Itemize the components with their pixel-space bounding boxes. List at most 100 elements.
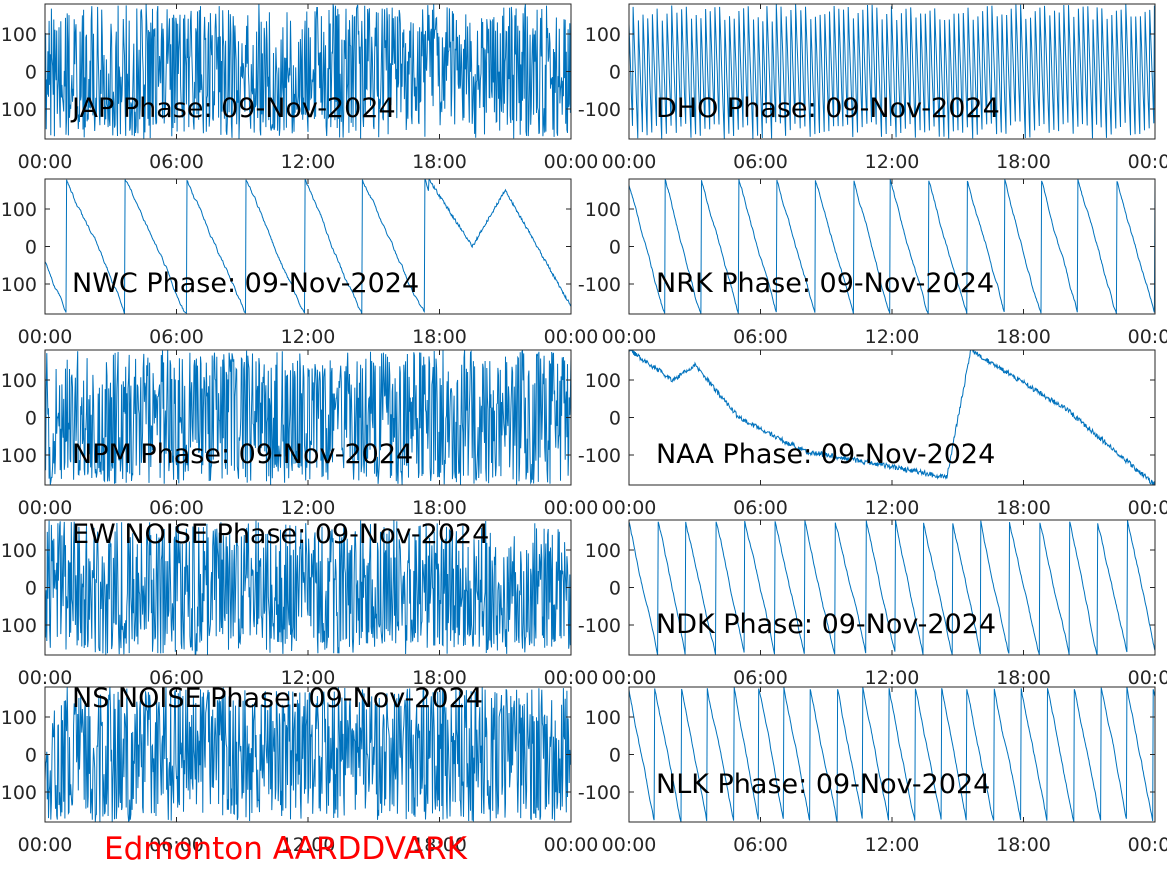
y-tick-label: 100 xyxy=(1,707,37,729)
x-tick-label: 18:00 xyxy=(996,497,1051,519)
y-tick-label: -100 xyxy=(578,615,621,637)
y-tick-label: -100 xyxy=(578,445,621,467)
panel-title: NS NOISE Phase: 09-Nov-2024 xyxy=(72,683,483,714)
panel-title: NLK Phase: 09-Nov-2024 xyxy=(656,769,990,800)
x-tick-label: 06:00 xyxy=(733,834,788,856)
x-tick-label: 00:00 xyxy=(1128,151,1167,173)
y-tick-label: 100 xyxy=(585,707,621,729)
x-tick-label: 00:00 xyxy=(602,151,657,173)
y-tick-label: 0 xyxy=(609,62,621,84)
panel-title: DHO Phase: 09-Nov-2024 xyxy=(656,93,1000,124)
x-tick-label: 06:00 xyxy=(149,151,204,173)
y-tick-label: -100 xyxy=(0,445,37,467)
x-tick-label: 18:00 xyxy=(412,151,467,173)
phase-panel: 100 0 -100 00:00 06:00 12:00 18:00 00:00 EW NOIS… xyxy=(0,519,598,689)
x-tick-label: 00:00 xyxy=(602,667,657,689)
phase-series-line xyxy=(629,520,1155,655)
y-tick-label: 100 xyxy=(585,199,621,221)
x-tick-label: 00:00 xyxy=(1128,497,1167,519)
y-tick-label: 0 xyxy=(609,408,621,430)
phase-panel: 100 0 -100 00:00 06:00 12:00 18:00 00:00 NLK Pha… xyxy=(578,686,1167,856)
y-tick-label: -100 xyxy=(0,782,37,804)
y-tick-label: 0 xyxy=(609,237,621,259)
x-tick-label: 06:00 xyxy=(149,497,204,519)
x-tick-label: 00:00 xyxy=(1128,667,1167,689)
y-tick-label: -100 xyxy=(578,99,621,121)
phase-panel: 100 0 -100 00:00 06:00 12:00 18:00 00:00 NAA Pha… xyxy=(578,349,1167,519)
panel-title: NDK Phase: 09-Nov-2024 xyxy=(656,609,996,640)
y-tick-label: -100 xyxy=(0,615,37,637)
x-tick-label: 06:00 xyxy=(149,834,204,856)
phase-panel: 100 0 -100 00:00 06:00 12:00 18:00 00:00 NRK Pha… xyxy=(578,178,1167,348)
phase-panel: 100 0 -100 00:00 06:00 12:00 18:00 00:00 NWC Pha… xyxy=(0,178,599,348)
x-tick-label: 00:00 xyxy=(602,326,657,348)
x-tick-label: 00:00 xyxy=(18,151,73,173)
phase-panel: 100 0 -100 00:00 06:00 12:00 18:00 00:00 DHO Pha… xyxy=(578,3,1167,173)
x-tick-label: 00:00 xyxy=(602,497,657,519)
panel-title: NAA Phase: 09-Nov-2024 xyxy=(656,439,995,470)
phase-series-line xyxy=(45,179,571,314)
y-tick-label: 0 xyxy=(25,578,37,600)
panel-title: NPM Phase: 09-Nov-2024 xyxy=(72,439,413,470)
x-tick-label: 00:00 xyxy=(18,834,73,856)
x-tick-label: 06:00 xyxy=(733,667,788,689)
y-tick-label: -100 xyxy=(578,782,621,804)
y-tick-label: 0 xyxy=(609,578,621,600)
x-tick-label: 12:00 xyxy=(281,326,336,348)
x-tick-label: 12:00 xyxy=(281,497,336,519)
x-tick-label: 06:00 xyxy=(733,497,788,519)
x-tick-label: 12:00 xyxy=(281,151,336,173)
x-tick-label: 12:00 xyxy=(865,834,920,856)
x-tick-label: 18:00 xyxy=(412,326,467,348)
phase-panel: 100 0 -100 00:00 06:00 12:00 18:00 00:00 NDK Pha… xyxy=(578,519,1167,689)
x-tick-label: 18:00 xyxy=(996,151,1051,173)
y-tick-label: 100 xyxy=(1,370,37,392)
y-tick-label: -100 xyxy=(578,274,621,296)
x-tick-label: 18:00 xyxy=(996,834,1051,856)
x-tick-label: 00:00 xyxy=(544,151,599,173)
x-tick-label: 00:00 xyxy=(1128,326,1167,348)
x-tick-label: 00:00 xyxy=(544,326,599,348)
x-tick-label: 06:00 xyxy=(149,326,204,348)
y-tick-label: 100 xyxy=(1,24,37,46)
phase-panel: 100 0 -100 00:00 06:00 12:00 18:00 00:00 NPM Pha… xyxy=(0,349,599,519)
x-tick-label: 18:00 xyxy=(412,497,467,519)
x-tick-label: 00:00 xyxy=(544,497,599,519)
phase-series-line xyxy=(629,4,1155,139)
x-tick-label: 12:00 xyxy=(281,667,336,689)
phase-panel: 100 0 -100 00:00 06:00 12:00 18:00 00:00 NS NOIS… xyxy=(0,683,598,856)
panel-title: EW NOISE Phase: 09-Nov-2024 xyxy=(72,519,489,550)
panel-title: NRK Phase: 09-Nov-2024 xyxy=(656,268,994,299)
y-tick-label: -100 xyxy=(0,274,37,296)
x-tick-label: 06:00 xyxy=(733,326,788,348)
y-tick-label: 0 xyxy=(25,237,37,259)
phase-series-line xyxy=(629,350,1155,485)
x-tick-label: 00:00 xyxy=(1128,834,1167,856)
x-tick-label: 00:00 xyxy=(18,326,73,348)
x-tick-label: 12:00 xyxy=(865,326,920,348)
phase-series-line xyxy=(45,520,571,655)
y-tick-label: 100 xyxy=(1,540,37,562)
x-tick-label: 12:00 xyxy=(865,497,920,519)
x-tick-label: 00:00 xyxy=(18,667,73,689)
x-tick-label: 12:00 xyxy=(281,834,336,856)
panel-title: NWC Phase: 09-Nov-2024 xyxy=(72,268,419,299)
phase-series-line xyxy=(45,687,571,822)
x-tick-label: 06:00 xyxy=(149,667,204,689)
panel-title: JAP Phase: 09-Nov-2024 xyxy=(70,93,396,124)
y-tick-label: 0 xyxy=(25,62,37,84)
x-tick-label: 00:00 xyxy=(544,834,599,856)
x-tick-label: 12:00 xyxy=(865,151,920,173)
y-tick-label: 0 xyxy=(25,408,37,430)
y-tick-label: 100 xyxy=(585,24,621,46)
phase-series-line xyxy=(629,179,1155,314)
x-tick-label: 18:00 xyxy=(412,834,467,856)
phase-series-line xyxy=(45,4,571,139)
station-label: Edmonton AARDDVARK xyxy=(104,831,468,867)
phase-series-line xyxy=(629,687,1155,822)
phase-series-line xyxy=(45,350,571,485)
x-tick-label: 06:00 xyxy=(733,151,788,173)
x-tick-label: 18:00 xyxy=(996,326,1051,348)
x-tick-label: 18:00 xyxy=(412,667,467,689)
